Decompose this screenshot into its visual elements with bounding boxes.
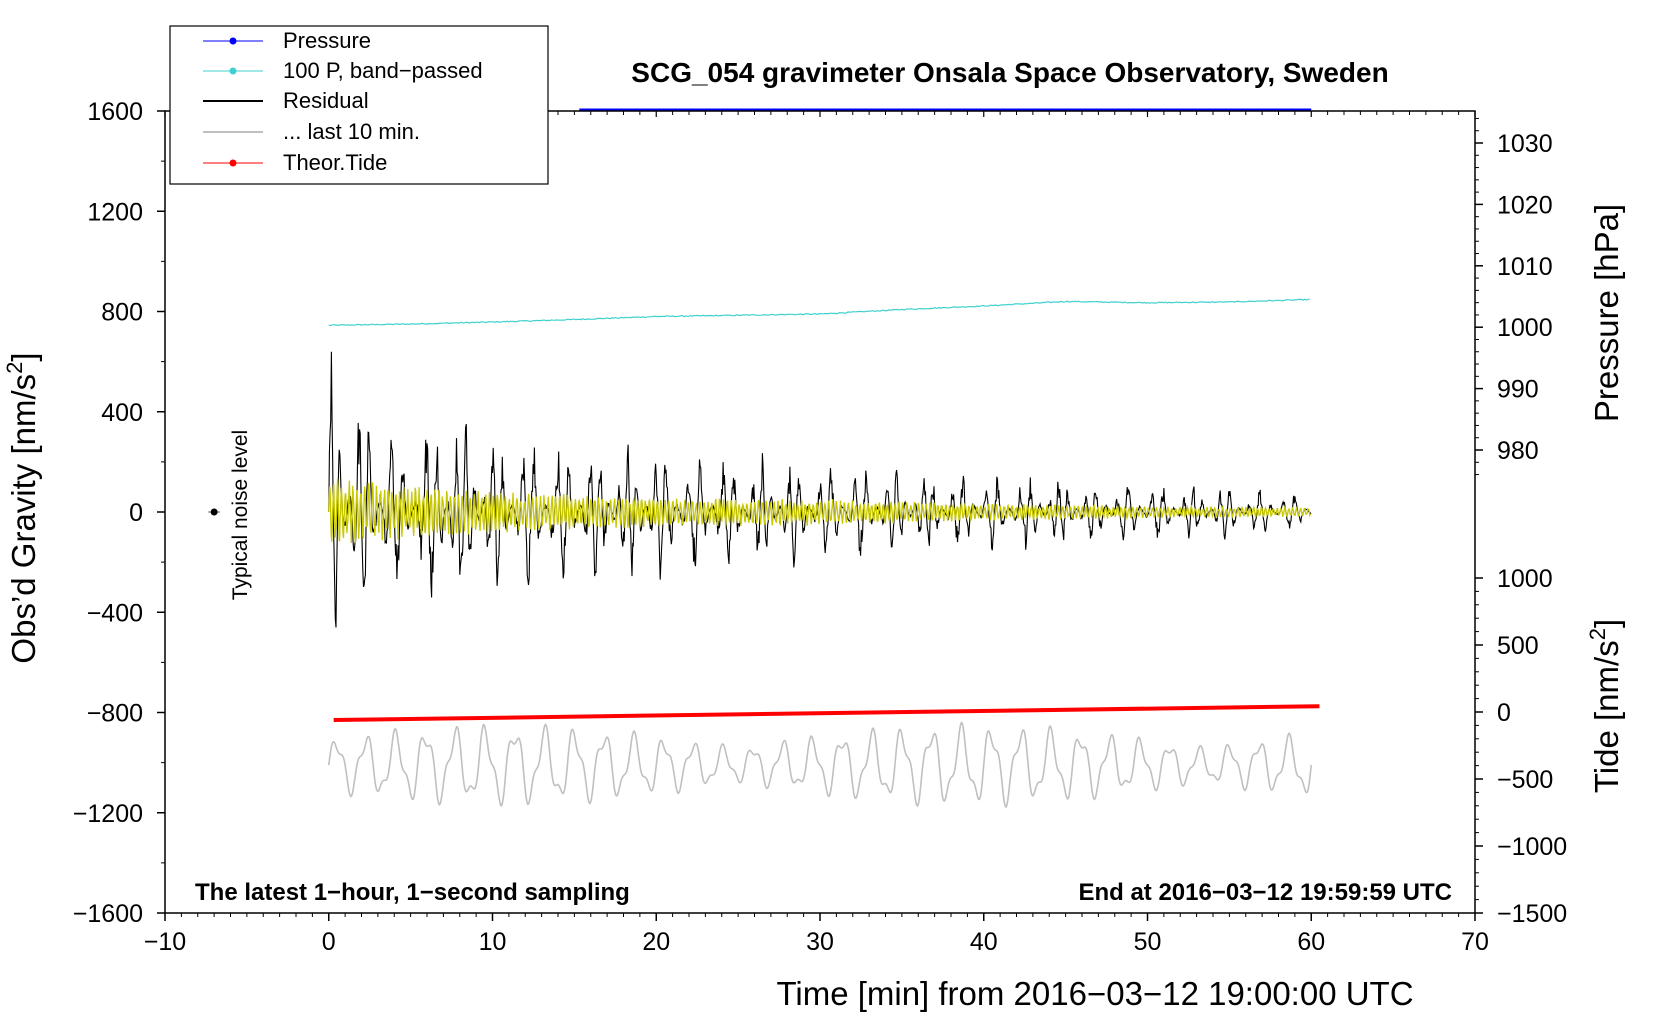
y-tick-label-left-1: −1200 <box>73 800 143 828</box>
noise-level-label: Typical noise level <box>229 430 252 600</box>
legend-entry-last10: ... last 10 min. <box>203 119 420 144</box>
y-axis-title-tide-sup: 2 <box>1585 628 1610 640</box>
legend-entry-bandpassed: 100 P, band−passed <box>203 58 483 83</box>
y-tick-label-left-8: 1600 <box>87 98 143 126</box>
legend-marker-bandpassed <box>229 67 237 75</box>
pressure-tick-label-5: 1030 <box>1497 130 1553 158</box>
x-tick-label-4: 30 <box>806 928 834 956</box>
y-axis-title-tide: Tide [nm/s2] <box>1585 619 1625 793</box>
legend-label-bandpassed: 100 P, band−passed <box>283 58 483 83</box>
y-tick-label-left-5: 400 <box>101 399 143 427</box>
legend: Pressure 100 P, band−passed Residual ...… <box>169 25 549 185</box>
legend-label-residual: Residual <box>283 88 369 113</box>
tide-tick-label-0: −1500 <box>1497 900 1567 928</box>
y-tick-label-left-2: −800 <box>87 700 143 728</box>
y-axis-title-pressure: Pressure [hPa] <box>1588 204 1625 422</box>
legend-label-pressure: Pressure <box>283 28 371 53</box>
sampling-note: The latest 1−hour, 1−second sampling <box>195 879 630 906</box>
y-tick-label-left-4: 0 <box>129 499 143 527</box>
pressure-tick-label-3: 1010 <box>1497 253 1553 281</box>
legend-label-last10: ... last 10 min. <box>283 119 420 144</box>
y-tick-label-left-0: −1600 <box>73 900 143 928</box>
y-axis-title-left-close: ] <box>5 352 42 361</box>
y-tick-label-left-6: 800 <box>101 299 143 327</box>
x-tick-label-0: −10 <box>144 928 186 956</box>
legend-entry-tide: Theor.Tide <box>203 150 387 175</box>
tide-tick-label-5: 1000 <box>1497 565 1553 593</box>
series-tide-line <box>333 704 1320 723</box>
x-tick-label-8: 70 <box>1461 928 1489 956</box>
x-axis-title: Time [min] from 2016−03−12 19:00:00 UTC <box>776 975 1413 1012</box>
y-axis-title-left-sup: 2 <box>2 362 27 374</box>
tide-tick-label-3: 0 <box>1497 699 1511 727</box>
y-axis-title-left: Obs’d Gravity [nm/s2] <box>2 352 42 663</box>
pressure-tick-label-4: 1020 <box>1497 191 1553 219</box>
noise-point <box>210 508 218 516</box>
y-axis-title-tide-close: ] <box>1588 619 1625 628</box>
tide-tick-label-4: 500 <box>1497 632 1539 660</box>
legend-marker-pressure <box>229 37 237 45</box>
x-tick-label-5: 40 <box>970 928 998 956</box>
x-tick-label-6: 50 <box>1134 928 1162 956</box>
chart-title: SCG_054 gravimeter Onsala Space Observat… <box>631 57 1388 88</box>
series-layer <box>208 108 1320 809</box>
pressure-tick-label-0: 980 <box>1497 437 1539 465</box>
series-last10-line <box>328 721 1312 809</box>
axis-layer: −10 0 10 20 30 40 50 60 70−1600−1200−800−4000400… <box>73 98 1567 956</box>
tide-tick-label-2: −500 <box>1497 766 1553 794</box>
pressure-tick-label-1: 990 <box>1497 376 1539 404</box>
x-tick-label-7: 60 <box>1297 928 1325 956</box>
series-bandpassed-line <box>328 298 1310 327</box>
tide-tick-label-1: −1000 <box>1497 833 1567 861</box>
x-tick-label-3: 20 <box>642 928 670 956</box>
y-tick-label-left-3: −400 <box>87 599 143 627</box>
legend-label-tide: Theor.Tide <box>283 150 387 175</box>
y-axis-title-tide-text: Tide [nm/s <box>1588 640 1625 793</box>
series-bandpassed-residual-line <box>328 478 1311 544</box>
x-tick-label-2: 10 <box>479 928 507 956</box>
plot-series-group <box>328 108 1320 809</box>
x-tick-label-1: 0 <box>322 928 336 956</box>
end-time-note: End at 2016−03−12 19:59:59 UTC <box>1078 879 1452 906</box>
y-axis-title-left-text: Obs’d Gravity [nm/s <box>5 374 42 664</box>
y-tick-label-left-7: 1200 <box>87 198 143 226</box>
legend-marker-tide <box>229 159 237 167</box>
pressure-tick-label-2: 1000 <box>1497 314 1553 342</box>
legend-entry-pressure: Pressure <box>203 28 371 53</box>
legend-entry-residual: Residual <box>203 88 369 113</box>
legend-box <box>169 25 549 185</box>
